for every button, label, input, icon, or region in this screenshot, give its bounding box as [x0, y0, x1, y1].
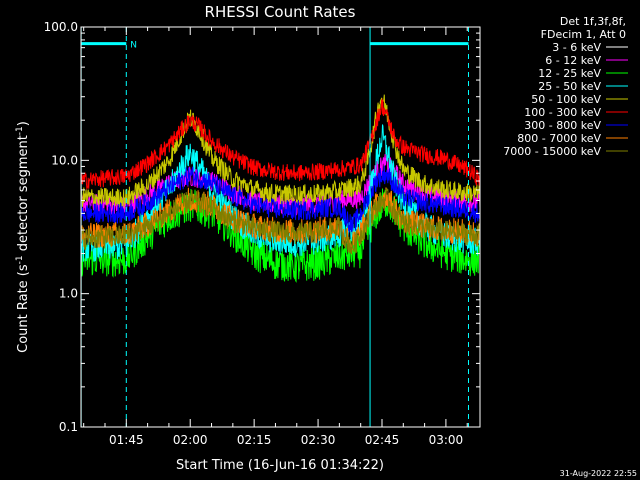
y-tick-label: 10.0 — [51, 153, 78, 167]
x-tick-label: 01:45 — [109, 433, 144, 447]
x-tick-label: 02:15 — [237, 433, 272, 447]
legend-label: 25 - 50 keV — [538, 80, 601, 93]
legend: Det 1f,3f,8f, FDecim 1, Att 0 3 - 6 keV6… — [503, 15, 628, 158]
legend-label: 6 - 12 keV — [545, 54, 601, 67]
x-tick-label: 03:00 — [429, 433, 464, 447]
y-axis-label: Count Rate (s-1 detector segment-1) — [15, 121, 31, 353]
legend-label: 7000 - 15000 keV — [503, 145, 601, 158]
legend-label: 12 - 25 keV — [538, 67, 601, 80]
series-line — [80, 98, 481, 191]
y-axis-label-part: detector segment — [16, 135, 31, 255]
legend-header-line: FDecim 1, Att 0 — [541, 28, 626, 41]
y-axis-label-part: Count Rate (s — [16, 264, 31, 353]
series-line — [80, 165, 481, 233]
attenuator-label: N — [130, 41, 137, 51]
y-tick-label: 100.0 — [44, 20, 78, 34]
y-axis-label-superscript: -1 — [15, 126, 25, 135]
legend-label: 3 - 6 keV — [552, 41, 601, 54]
x-tick-label: 02:45 — [365, 433, 400, 447]
series-layer — [80, 94, 481, 314]
axes: 100.0 10.0 1.0 0.1 01:45 02:00 02:15 02:30 02:45… — [44, 20, 481, 447]
series-line — [80, 188, 481, 254]
legend-label: 300 - 800 keV — [524, 119, 601, 132]
x-tick-label: 02:30 — [301, 433, 336, 447]
timestamp: 31-Aug-2022 22:55 — [560, 469, 637, 478]
y-tick-label: 1.0 — [59, 287, 78, 301]
legend-header-line: Det 1f,3f,8f, — [560, 15, 626, 28]
series-line — [80, 94, 481, 208]
legend-label: 800 - 7000 keV — [517, 132, 601, 145]
chart-title: RHESSI Count Rates — [205, 3, 356, 21]
y-axis-label-part: ) — [16, 121, 31, 126]
legend-label: 50 - 100 keV — [531, 93, 601, 106]
x-axis-label: Start Time (16-Jun-16 01:34:22) — [176, 458, 384, 473]
legend-label: 100 - 300 keV — [524, 106, 601, 119]
plot-frame — [80, 26, 481, 428]
y-tick-label: 0.1 — [59, 420, 78, 434]
x-tick-label: 02:00 — [173, 433, 208, 447]
y-axis-label-superscript: -1 — [15, 255, 25, 264]
